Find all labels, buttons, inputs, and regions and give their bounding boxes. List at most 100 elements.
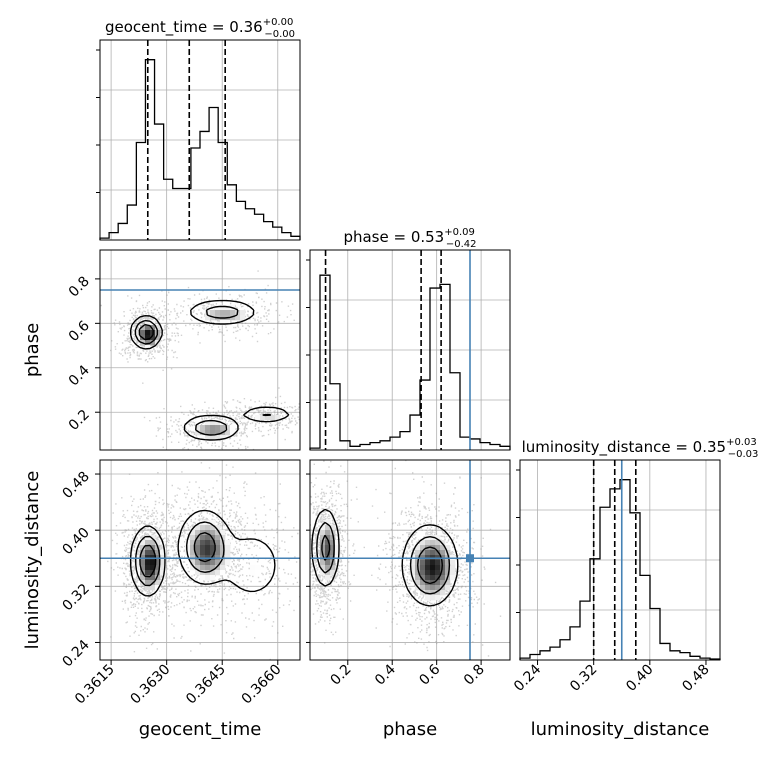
density-cell [195, 565, 201, 571]
density-cell [220, 320, 226, 326]
density-cell [150, 540, 156, 546]
x-tick-label: 0.4 [372, 661, 399, 688]
density-cell [265, 415, 271, 421]
density-cell [150, 325, 156, 331]
density-cell [150, 535, 156, 541]
density-cell [435, 580, 441, 586]
hist-panel-geocent_time: geocent_time = 0.36+0.00 −0.00 [96, 17, 301, 241]
density-cell [425, 550, 431, 556]
density-cell [215, 525, 221, 531]
density-cell [200, 540, 206, 546]
x-tick-label: 0.2 [328, 662, 355, 689]
density-cell [420, 570, 426, 576]
density-cell [160, 565, 166, 571]
density-cell [325, 545, 331, 551]
density-cell [135, 335, 141, 341]
density-cell [225, 425, 231, 431]
density-cell [220, 310, 226, 316]
y-tick-label: 0.48 [59, 469, 92, 502]
density-cell [215, 570, 221, 576]
density-cell [420, 545, 426, 551]
density-cell [320, 525, 326, 531]
x-tick-label: 0.6 [416, 661, 443, 688]
sample-points [310, 460, 502, 660]
x-tick-label: 0.48 [679, 662, 712, 695]
density-cell [225, 560, 231, 566]
density-cell [200, 545, 206, 551]
density-cell [220, 535, 226, 541]
density-cell [155, 550, 161, 556]
density-cell [195, 430, 201, 436]
histogram-luminosity_distance [519, 479, 721, 660]
y-tick-label: 0.24 [59, 637, 92, 670]
density-cell [135, 560, 141, 566]
panel-frame [99, 39, 301, 241]
contour-line [138, 323, 154, 341]
density-cell [195, 540, 201, 546]
density-cell [335, 540, 341, 546]
density-cell [330, 565, 336, 571]
density-cell [320, 545, 326, 551]
density-cell [445, 580, 451, 586]
density-cell [210, 540, 216, 546]
density-cell [215, 545, 221, 551]
density-cell [255, 570, 261, 576]
contour-line [311, 508, 459, 607]
density-cell [140, 550, 146, 556]
density-cell [140, 325, 146, 331]
title-luminosity_distance: luminosity_distance = 0.35+0.03 −0.03 [522, 437, 759, 460]
density-cell [430, 575, 436, 581]
density-cell [200, 570, 206, 576]
density-cell [145, 570, 151, 576]
density-cell [440, 585, 446, 591]
density-cell [225, 550, 231, 556]
y-axis-label-luminosity_distance: luminosity_distance [22, 471, 43, 650]
density-cell [420, 590, 426, 596]
density-cell [215, 565, 221, 571]
density-cell [435, 545, 441, 551]
title-geocent_time: geocent_time = 0.36+0.00 −0.00 [105, 17, 295, 40]
density-cell [430, 570, 436, 576]
density-cell [325, 520, 331, 526]
density-cell [145, 575, 151, 581]
contour-line [129, 509, 276, 597]
density-cell [195, 530, 201, 536]
density-cell [320, 530, 326, 536]
panel-frame [309, 249, 511, 451]
density-cell [150, 550, 156, 556]
density-cell [200, 430, 206, 436]
density-cell [145, 325, 151, 331]
density-cell [225, 430, 231, 436]
density-cell [435, 590, 441, 596]
density-cell [210, 560, 216, 566]
density-cell [205, 435, 211, 441]
density-cell [425, 540, 431, 546]
x-tick-label: 0.32 [567, 662, 600, 695]
density-cell [435, 560, 441, 566]
density-cell [425, 595, 431, 601]
density-cell [325, 565, 331, 571]
density-cell [435, 570, 441, 576]
density-cell [220, 550, 226, 556]
density-cell [190, 530, 196, 536]
density-cell [425, 565, 431, 571]
x-axis-label-geocent_time: geocent_time [139, 719, 262, 740]
y-axis-label-phase: phase [22, 323, 43, 377]
density-cell [140, 560, 146, 566]
density-cell [210, 315, 216, 321]
density-cell [190, 535, 196, 541]
density-cell [430, 550, 436, 556]
panel-frame [99, 249, 301, 451]
scatter-panel-geocent_time-phase [99, 249, 301, 451]
density-cell [145, 330, 151, 336]
x-tick-label: 0.3660 [239, 662, 285, 708]
density-cell [230, 315, 236, 321]
x-axis-label-luminosity_distance: luminosity_distance [531, 719, 710, 740]
density-cell [140, 565, 146, 571]
density-cell [205, 565, 211, 571]
density-cell [140, 330, 146, 336]
density-cell [190, 540, 196, 546]
density-cell [415, 545, 421, 551]
density-cell [190, 550, 196, 556]
